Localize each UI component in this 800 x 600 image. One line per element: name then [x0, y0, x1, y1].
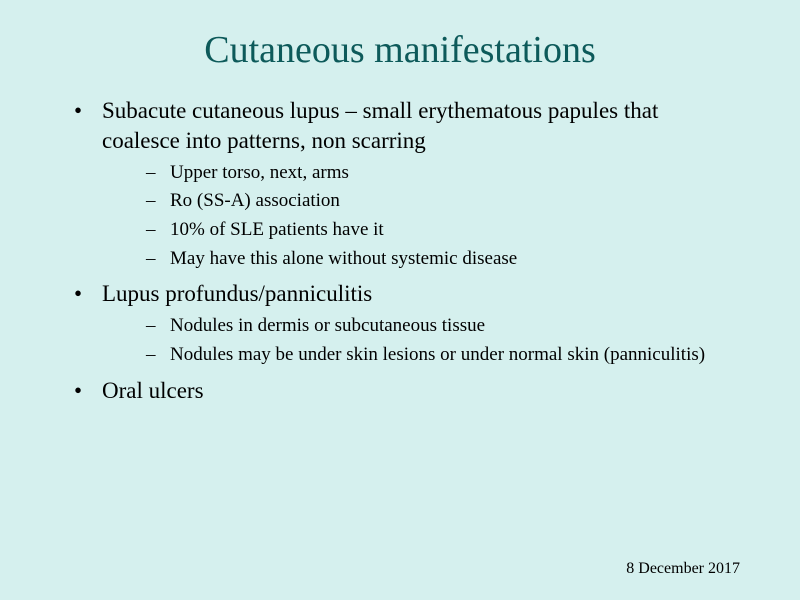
- dash-item: Nodules may be under skin lesions or und…: [102, 342, 740, 368]
- bullet-item: Oral ulcers: [60, 376, 740, 406]
- dash-item: May have this alone without systemic dis…: [102, 246, 740, 272]
- slide-date: 8 December 2017: [626, 560, 740, 578]
- slide-title: Cutaneous manifestations: [60, 28, 740, 72]
- bullet-text: Subacute cutaneous lupus – small erythem…: [102, 98, 658, 153]
- dash-item: Ro (SS-A) association: [102, 188, 740, 214]
- bullet-item: Lupus profundus/panniculitis Nodules in …: [60, 279, 740, 367]
- dash-list: Upper torso, next, arms Ro (SS-A) associ…: [102, 160, 740, 272]
- bullet-item: Subacute cutaneous lupus – small erythem…: [60, 96, 740, 271]
- dash-item: 10% of SLE patients have it: [102, 217, 740, 243]
- bullet-text: Oral ulcers: [102, 378, 204, 403]
- bullet-list: Subacute cutaneous lupus – small erythem…: [60, 96, 740, 405]
- dash-item: Nodules in dermis or subcutaneous tissue: [102, 313, 740, 339]
- dash-list: Nodules in dermis or subcutaneous tissue…: [102, 313, 740, 367]
- slide-container: Cutaneous manifestations Subacute cutane…: [0, 0, 800, 600]
- slide-content: Subacute cutaneous lupus – small erythem…: [60, 96, 740, 405]
- bullet-text: Lupus profundus/panniculitis: [102, 281, 372, 306]
- dash-item: Upper torso, next, arms: [102, 160, 740, 186]
